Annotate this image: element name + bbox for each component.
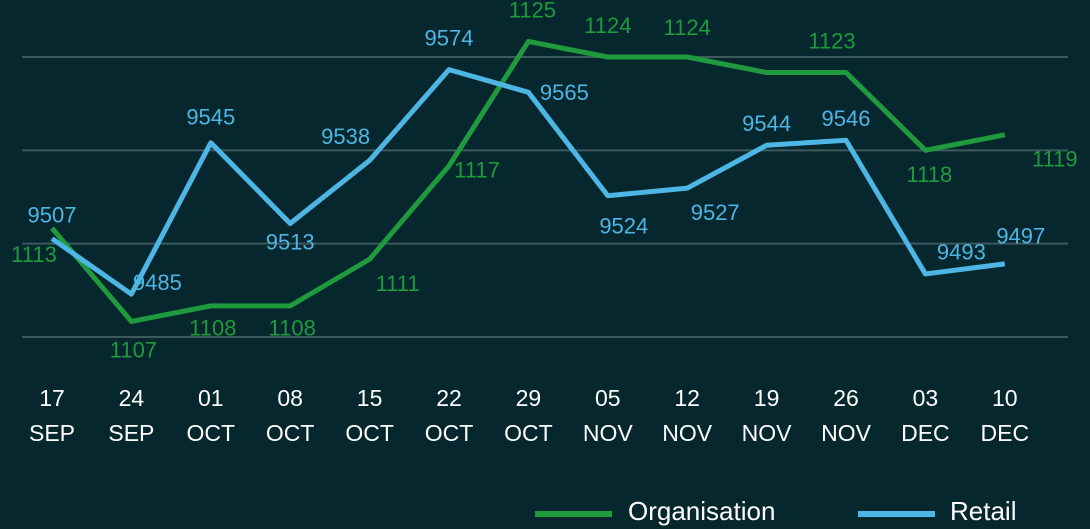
line-1 [50, 67, 1006, 297]
x-tick-label: NOV [742, 420, 793, 446]
x-tick-label: 22 [436, 385, 462, 411]
value-label: 9493 [937, 240, 986, 265]
value-label: 9538 [321, 124, 370, 149]
x-tick-label: 26 [833, 385, 859, 411]
x-tick-label: 12 [674, 385, 700, 411]
value-label: 1124 [584, 13, 631, 38]
value-label: 9545 [186, 105, 235, 130]
x-tick-label: 29 [516, 385, 542, 411]
x-tick-label: 24 [119, 385, 145, 411]
x-tick-label: OCT [345, 420, 394, 446]
x-tick-label: 15 [357, 385, 383, 411]
value-label: 1125 [509, 0, 556, 22]
line-0 [50, 38, 1006, 324]
value-label: 9544 [742, 111, 791, 136]
x-tick-label: 05 [595, 385, 621, 411]
x-tick-label: OCT [266, 420, 315, 446]
value-label: 9513 [266, 229, 315, 254]
x-tick-label: 01 [198, 385, 224, 411]
value-label: 9565 [540, 80, 589, 105]
value-label: 9485 [133, 270, 182, 295]
x-tick-label: DEC [901, 420, 950, 446]
value-label: 1113 [11, 242, 57, 267]
value-label: 1119 [1032, 147, 1078, 172]
x-tick-label: NOV [583, 420, 634, 446]
x-tick-label: 17 [39, 385, 65, 411]
value-label: 1107 [110, 337, 157, 362]
x-tick-label: 10 [992, 385, 1018, 411]
value-label: 9574 [425, 25, 474, 50]
value-label: 1108 [269, 316, 316, 341]
x-tick-label: NOV [662, 420, 713, 446]
x-tick-label: DEC [981, 420, 1030, 446]
value-label: 9546 [822, 106, 871, 131]
value-label: 1108 [189, 316, 236, 341]
legend-label: Retail [950, 496, 1016, 526]
x-tick-label: 19 [754, 385, 780, 411]
x-tick-label: 08 [277, 385, 303, 411]
x-tick-label: 03 [913, 385, 939, 411]
x-tick-label: OCT [187, 420, 236, 446]
value-label: 1118 [907, 162, 953, 187]
x-tick-label: SEP [29, 420, 75, 446]
x-tick-label: OCT [425, 420, 474, 446]
value-label: 1123 [808, 28, 855, 53]
legend-label: Organisation [628, 496, 775, 526]
value-label: 9524 [599, 214, 648, 239]
x-tick-label: OCT [504, 420, 553, 446]
value-label: 1111 [376, 271, 420, 296]
value-label: 9497 [996, 224, 1045, 249]
x-tick-label: NOV [821, 420, 872, 446]
value-label: 1124 [664, 15, 711, 40]
value-label: 1117 [454, 158, 500, 183]
value-label: 9527 [691, 200, 740, 225]
x-tick-label: SEP [108, 420, 154, 446]
value-label: 9507 [28, 202, 77, 227]
